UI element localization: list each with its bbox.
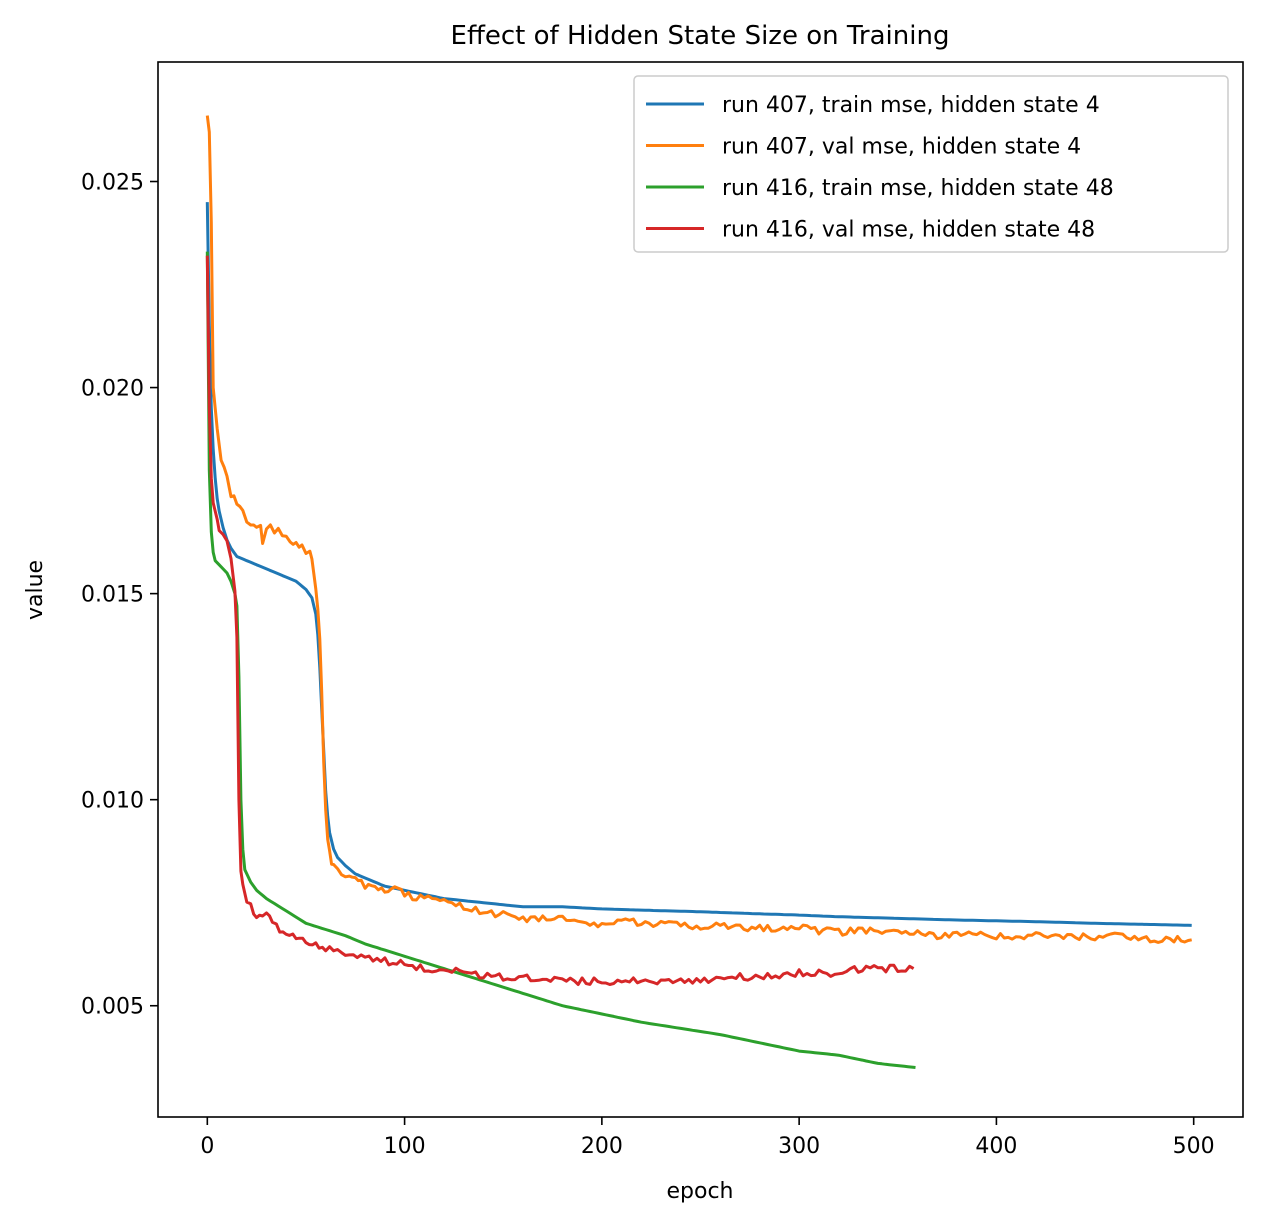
x-tick-label: 400 <box>975 1134 1017 1159</box>
legend-label: run 416, val mse, hidden state 48 <box>722 218 1095 243</box>
series-line-4 <box>205 255 915 986</box>
series-line-2 <box>205 115 1192 944</box>
y-tick-label: 0.005 <box>81 995 144 1020</box>
series-line-1 <box>205 202 1192 927</box>
y-axis-title: value <box>23 560 48 620</box>
y-tick-label: 0.015 <box>81 583 144 608</box>
x-tick-label: 500 <box>1173 1134 1215 1159</box>
y-tick-label: 0.010 <box>81 789 144 814</box>
x-tick-label: 0 <box>200 1134 214 1159</box>
x-tick-label: 100 <box>384 1134 426 1159</box>
y-tick-label: 0.020 <box>81 377 144 402</box>
legend-label: run 407, train mse, hidden state 4 <box>722 93 1100 118</box>
x-axis: 0 100 200 300 400 500 <box>200 1117 1215 1159</box>
legend-box <box>633 75 1229 253</box>
y-tick-label: 0.025 <box>81 171 144 196</box>
chart-title: Effect of Hidden State Size on Training <box>451 21 950 51</box>
x-axis-title: epoch <box>667 1179 734 1204</box>
legend-label: run 407, val mse, hidden state 4 <box>722 135 1081 160</box>
legend: run 407, train mse, hidden state 4 run 40… <box>633 75 1229 253</box>
series-line-3 <box>205 251 916 1069</box>
x-tick-label: 200 <box>581 1134 623 1159</box>
plot-frame <box>157 61 1244 1118</box>
y-axis: 0.005 0.010 0.015 0.020 0.025 <box>81 171 158 1020</box>
x-tick-label: 300 <box>778 1134 820 1159</box>
series-layer <box>205 115 1192 1069</box>
legend-label: run 416, train mse, hidden state 48 <box>722 176 1114 201</box>
